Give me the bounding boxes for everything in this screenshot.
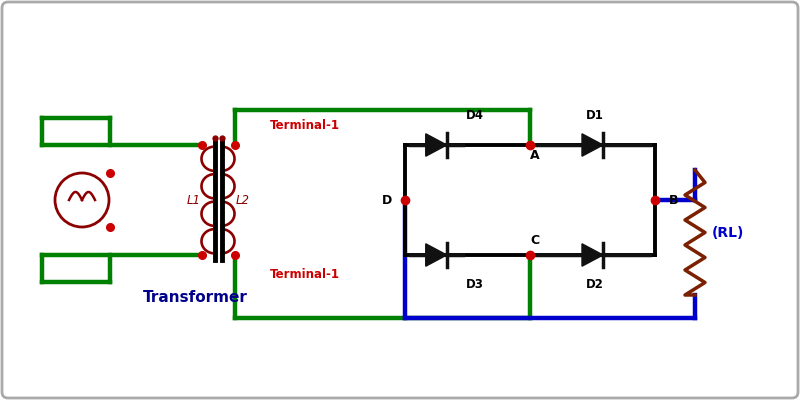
Text: L2: L2: [236, 194, 250, 206]
Text: L1: L1: [187, 194, 201, 206]
Text: Transformer: Transformer: [142, 290, 247, 305]
Circle shape: [55, 173, 109, 227]
Text: D2: D2: [586, 278, 604, 291]
Text: D4: D4: [466, 109, 484, 122]
Text: Terminal-1: Terminal-1: [270, 119, 340, 132]
Text: D1: D1: [586, 109, 604, 122]
Polygon shape: [582, 244, 603, 266]
Polygon shape: [582, 134, 603, 156]
Text: C: C: [530, 234, 539, 247]
Text: A: A: [530, 149, 540, 162]
Text: D3: D3: [466, 278, 484, 291]
Text: D: D: [382, 194, 392, 206]
Text: (RL): (RL): [712, 226, 744, 240]
Polygon shape: [426, 134, 446, 156]
Text: Terminal-1: Terminal-1: [270, 268, 340, 281]
Text: B: B: [669, 194, 678, 206]
Polygon shape: [426, 244, 446, 266]
